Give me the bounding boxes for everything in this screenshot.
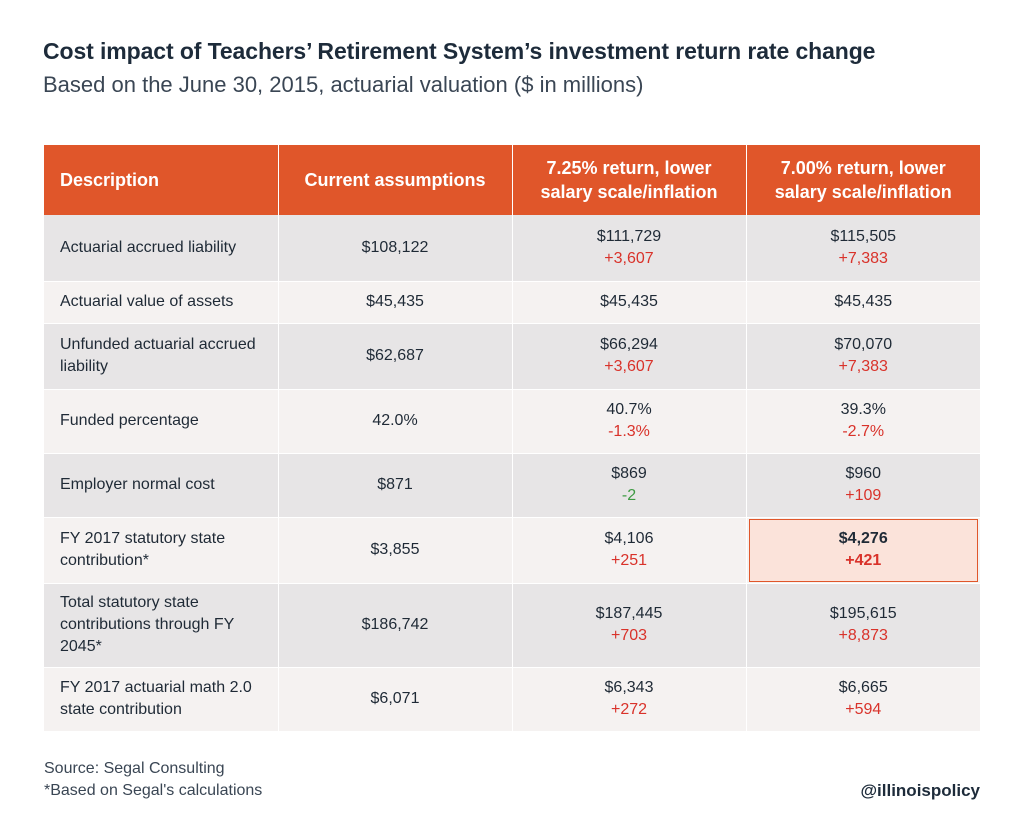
delta: +3,607: [604, 358, 654, 375]
value-700: 39.3% -2.7%: [746, 389, 980, 454]
value-725: $869 -2: [512, 453, 747, 518]
table-row: Total statutory state contributions thro…: [44, 583, 980, 668]
delta: +251: [610, 552, 648, 569]
row-description: FY 2017 actuarial math 2.0 state contrib…: [44, 667, 279, 732]
delta: +7,383: [838, 358, 888, 375]
value: $869: [611, 465, 647, 482]
table-row: FY 2017 actuarial math 2.0 state contrib…: [44, 667, 980, 732]
row-description: Employer normal cost: [44, 453, 279, 518]
value: $6,343: [604, 679, 654, 696]
value: $66,294: [600, 336, 658, 353]
value-725: $45,435: [512, 281, 747, 324]
row-description: Total statutory state contributions thro…: [44, 583, 279, 668]
value-725: 40.7% -1.3%: [512, 389, 747, 454]
value: $115,505: [830, 227, 897, 245]
table-row: Funded percentage 42.0% 40.7% -1.3% 39.3%…: [44, 389, 980, 454]
delta: +703: [610, 627, 648, 644]
value: $187,445: [595, 605, 663, 622]
value: $4,106: [604, 530, 654, 547]
value: $960: [845, 465, 882, 482]
header-700-return: 7.00% return, lower salary scale/inflati…: [746, 145, 980, 215]
current-value: $186,742: [278, 583, 513, 668]
highlight-box: [748, 518, 978, 582]
value-725: $66,294 +3,607: [512, 323, 747, 390]
page-subtitle: Based on the June 30, 2015, actuarial va…: [43, 72, 644, 97]
current-value: $6,071: [278, 667, 513, 732]
table-row: Actuarial value of assets $45,435 $45,43…: [44, 281, 980, 324]
value: $70,070: [834, 336, 893, 353]
current-value: $108,122: [278, 215, 513, 282]
value-725: $4,106 +251: [512, 517, 747, 584]
value-700: $6,665 +594: [746, 667, 980, 732]
calculation-footnote: *Based on Segal's calculations: [44, 782, 263, 799]
value-700-highlighted: $4,276 +421: [746, 517, 980, 584]
value: $111,729: [596, 227, 662, 245]
table-row: Actuarial accrued liability $108,122 $11…: [44, 215, 980, 282]
value: 40.7%: [606, 401, 652, 418]
value-700: $960 +109: [746, 453, 980, 518]
value-700: $195,615 +8,873: [746, 583, 980, 668]
header-description: Description: [44, 145, 279, 215]
current-value: $45,435: [278, 281, 513, 324]
current-value: $871: [278, 453, 513, 518]
value-700: $45,435: [746, 281, 980, 324]
delta: -2: [621, 487, 637, 504]
delta: +3,607: [604, 249, 654, 267]
value-700: $70,070 +7,383: [746, 323, 980, 390]
row-description: Actuarial accrued liability: [44, 215, 279, 282]
social-handle: @illinoispolicy: [860, 781, 980, 800]
value-725: $111,729 +3,607: [512, 215, 747, 282]
source-text: Source: Segal Consulting: [44, 760, 225, 777]
current-value: $3,855: [278, 517, 513, 584]
value-725: $187,445 +703: [512, 583, 747, 668]
row-description: FY 2017 statutory state contribution*: [44, 517, 279, 584]
value: $4,276: [838, 530, 888, 547]
delta: +7,383: [838, 249, 888, 267]
table-row: Employer normal cost $871 $869 -2 $960 +10…: [44, 453, 980, 518]
delta: -1.3%: [608, 423, 650, 440]
value: $6,665: [838, 679, 888, 696]
value: $195,615: [829, 605, 897, 622]
table-header-row: Description Current assumptions 7.25% re…: [44, 145, 980, 215]
table-row: FY 2017 statutory state contribution* $3…: [44, 517, 980, 584]
row-description: Funded percentage: [44, 389, 279, 454]
page-title: Cost impact of Teachers’ Retirement Syst…: [43, 38, 876, 64]
delta: +8,873: [838, 627, 888, 644]
current-value: $62,687: [278, 323, 513, 390]
source-note: Source: Segal Consulting *Based on Segal…: [44, 758, 262, 802]
value-700: $115,505 +7,383: [746, 215, 980, 282]
table-row: Unfunded actuarial accrued liability $62…: [44, 323, 980, 390]
header-725-return: 7.25% return, lower salary scale/inflati…: [512, 145, 747, 215]
delta: +109: [845, 487, 882, 504]
cost-impact-table: Description Current assumptions 7.25% re…: [44, 145, 980, 732]
delta: +421: [845, 552, 882, 569]
delta: +272: [610, 701, 648, 718]
row-description: Actuarial value of assets: [44, 281, 279, 324]
current-value: 42.0%: [278, 389, 513, 454]
delta: -2.7%: [842, 423, 885, 440]
value: 39.3%: [840, 401, 886, 418]
value-725: $6,343 +272: [512, 667, 747, 732]
delta: +594: [845, 701, 882, 718]
header-current-assumptions: Current assumptions: [278, 145, 513, 215]
row-description: Unfunded actuarial accrued liability: [44, 323, 279, 390]
